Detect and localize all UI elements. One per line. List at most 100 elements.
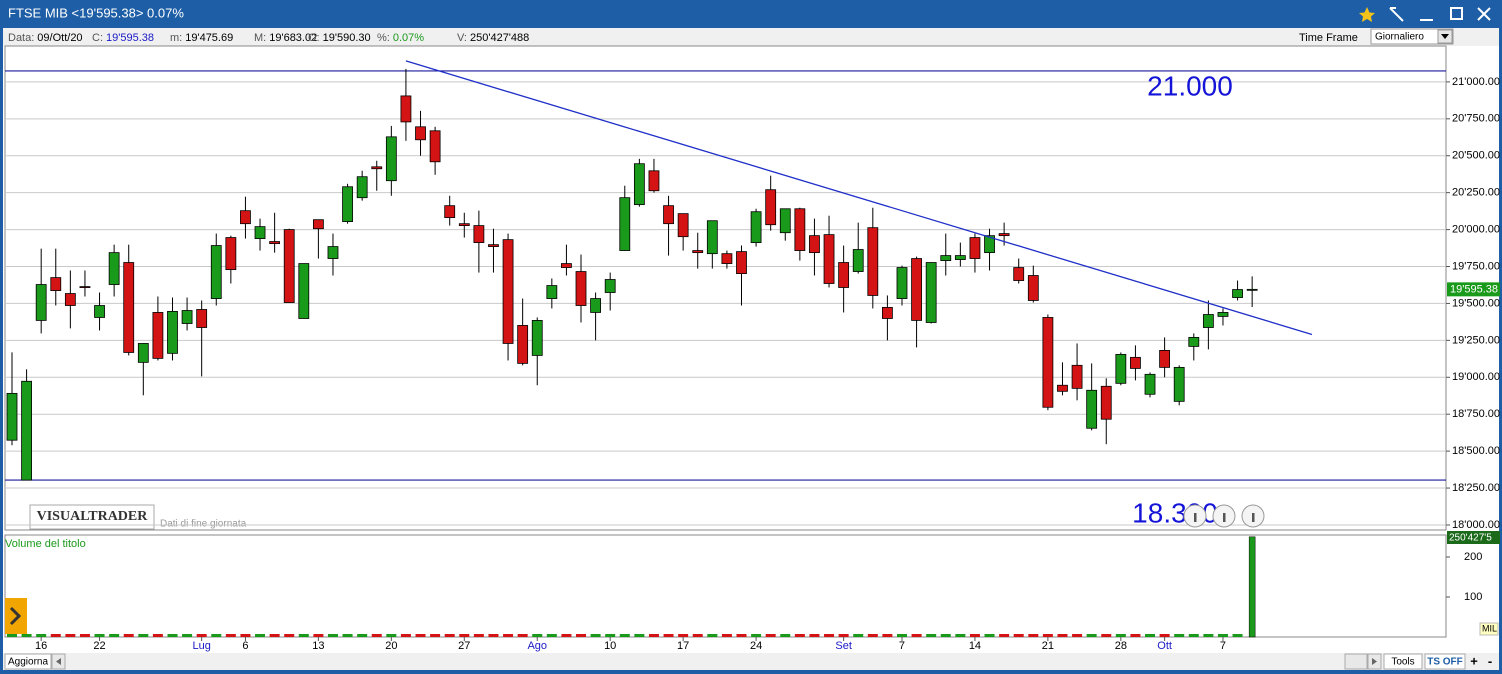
candle-body bbox=[794, 208, 806, 251]
y-tick-label: 20'500.00 bbox=[1452, 150, 1500, 162]
info-bar bbox=[3, 28, 1499, 46]
candle-body bbox=[940, 255, 952, 262]
x-tick-label: 20 bbox=[385, 640, 397, 652]
scroll-right-glyph bbox=[1372, 658, 1377, 665]
tools-label[interactable]: Tools bbox=[1391, 657, 1414, 668]
candle-body bbox=[327, 246, 339, 259]
candle-body bbox=[167, 311, 178, 354]
volume-plot bbox=[4, 534, 1447, 638]
y-tick-label: 20'750.00 bbox=[1452, 113, 1500, 125]
candle-body bbox=[94, 305, 105, 318]
ts-button[interactable] bbox=[1424, 653, 1466, 670]
volume-tick-label: 100 bbox=[1464, 591, 1482, 603]
candle-body bbox=[79, 286, 91, 288]
scroll-left-glyph bbox=[56, 658, 61, 665]
volume-last-label: 250'427'5 bbox=[1449, 533, 1492, 544]
candle-body bbox=[677, 213, 689, 238]
candle-body bbox=[546, 285, 558, 299]
ts-label[interactable]: TS OFF bbox=[1427, 657, 1463, 668]
time-frame-select[interactable] bbox=[1370, 28, 1454, 45]
y-tick-label: 20'250.00 bbox=[1452, 187, 1500, 199]
dropdown-arrow-glyph bbox=[1441, 34, 1449, 39]
refresh-label[interactable]: Aggiorna bbox=[8, 657, 48, 668]
time-frame-value[interactable]: Giornaliero bbox=[1375, 32, 1424, 43]
candle-body bbox=[35, 284, 47, 321]
x-tick-label: 28 bbox=[1115, 640, 1127, 652]
y-tick-label: 19'000.00 bbox=[1452, 371, 1500, 383]
candle-body bbox=[429, 130, 441, 163]
side-toggle[interactable] bbox=[5, 598, 27, 634]
x-tick-label: 17 bbox=[677, 640, 689, 652]
candle-body bbox=[867, 227, 879, 296]
volume-title: Volume del titolo bbox=[5, 538, 86, 550]
candle-body bbox=[196, 309, 208, 328]
x-tick-label: 24 bbox=[750, 640, 762, 652]
maximize-button[interactable] bbox=[1450, 7, 1463, 20]
candle-body bbox=[283, 229, 295, 303]
plot-layer: 18'000.00 18'250.00 18'500.00 18'750.00 19'0… bbox=[5, 60, 1500, 652]
time-frame-label: Time Frame bbox=[1299, 32, 1358, 44]
level-label: 21.000 bbox=[1147, 70, 1233, 101]
candle-body bbox=[736, 251, 747, 274]
scroll-thumb[interactable] bbox=[1344, 653, 1368, 670]
candle-body bbox=[1144, 373, 1156, 395]
candle-body bbox=[1202, 314, 1214, 328]
tools-button[interactable] bbox=[1383, 653, 1423, 670]
candle-body bbox=[312, 219, 324, 230]
zoom-in[interactable]: + bbox=[1470, 653, 1478, 668]
candle-body bbox=[852, 249, 864, 272]
pin-icon[interactable] bbox=[1389, 7, 1404, 22]
candle-body bbox=[604, 279, 616, 293]
candle-body bbox=[137, 343, 149, 363]
candle-body bbox=[692, 250, 704, 254]
candle-body bbox=[706, 220, 718, 255]
candle-body bbox=[152, 312, 164, 359]
info-icon-glyph bbox=[1194, 513, 1197, 522]
candle-body bbox=[108, 252, 120, 285]
candle-body bbox=[882, 307, 893, 319]
info-label: Data: bbox=[8, 32, 34, 44]
x-tick-label: Lug bbox=[192, 640, 210, 652]
candle-body bbox=[240, 210, 251, 225]
candle-body bbox=[64, 293, 76, 306]
candle-body bbox=[458, 223, 470, 226]
candle-body bbox=[1042, 317, 1054, 408]
candle-body bbox=[1246, 288, 1258, 291]
y-tick-label: 18'000.00 bbox=[1452, 519, 1500, 531]
x-tick-label: 7 bbox=[899, 640, 905, 652]
zoom-out[interactable]: - bbox=[1488, 653, 1492, 668]
info-value: 19'595.38 bbox=[106, 32, 154, 44]
candle-body bbox=[925, 262, 937, 323]
candle-body bbox=[633, 163, 645, 206]
volume-unit: MIL bbox=[1482, 623, 1497, 633]
info-value: 19'590.30 bbox=[323, 32, 371, 44]
y-tick-label: 19'250.00 bbox=[1452, 334, 1500, 346]
x-tick-label: 16 bbox=[35, 640, 47, 652]
candle-body bbox=[809, 235, 820, 254]
x-tick-label: 7 bbox=[1220, 640, 1226, 652]
candle-body bbox=[225, 237, 237, 271]
favorite-icon[interactable] bbox=[1359, 7, 1375, 22]
candle-body bbox=[1071, 364, 1083, 389]
candle-body bbox=[648, 170, 660, 192]
candle-body bbox=[1115, 353, 1127, 384]
candle-body bbox=[298, 263, 310, 319]
candle-body bbox=[488, 244, 499, 247]
info-label: C: bbox=[92, 32, 103, 44]
price-plot bbox=[4, 45, 1447, 531]
x-tick-label: 21 bbox=[1042, 640, 1054, 652]
candle-body bbox=[1130, 356, 1141, 369]
info-icon-glyph bbox=[1223, 513, 1226, 522]
info-values: Data: 09/Ott/20 C: 19'595.38 m: 19'475.69 M: 19… bbox=[8, 32, 529, 44]
candle-body bbox=[473, 225, 485, 243]
info-icons[interactable] bbox=[1183, 504, 1265, 528]
candle-body bbox=[590, 298, 601, 313]
refresh-button[interactable] bbox=[4, 653, 52, 670]
info-value: 19'475.69 bbox=[185, 32, 233, 44]
candle-body bbox=[1013, 267, 1025, 281]
candle-body bbox=[619, 197, 631, 251]
y-tick-label: 21'000.00 bbox=[1452, 76, 1500, 88]
info-icon-glyph bbox=[1252, 513, 1255, 522]
candle-body bbox=[984, 235, 995, 254]
window-controls[interactable] bbox=[1359, 7, 1491, 22]
